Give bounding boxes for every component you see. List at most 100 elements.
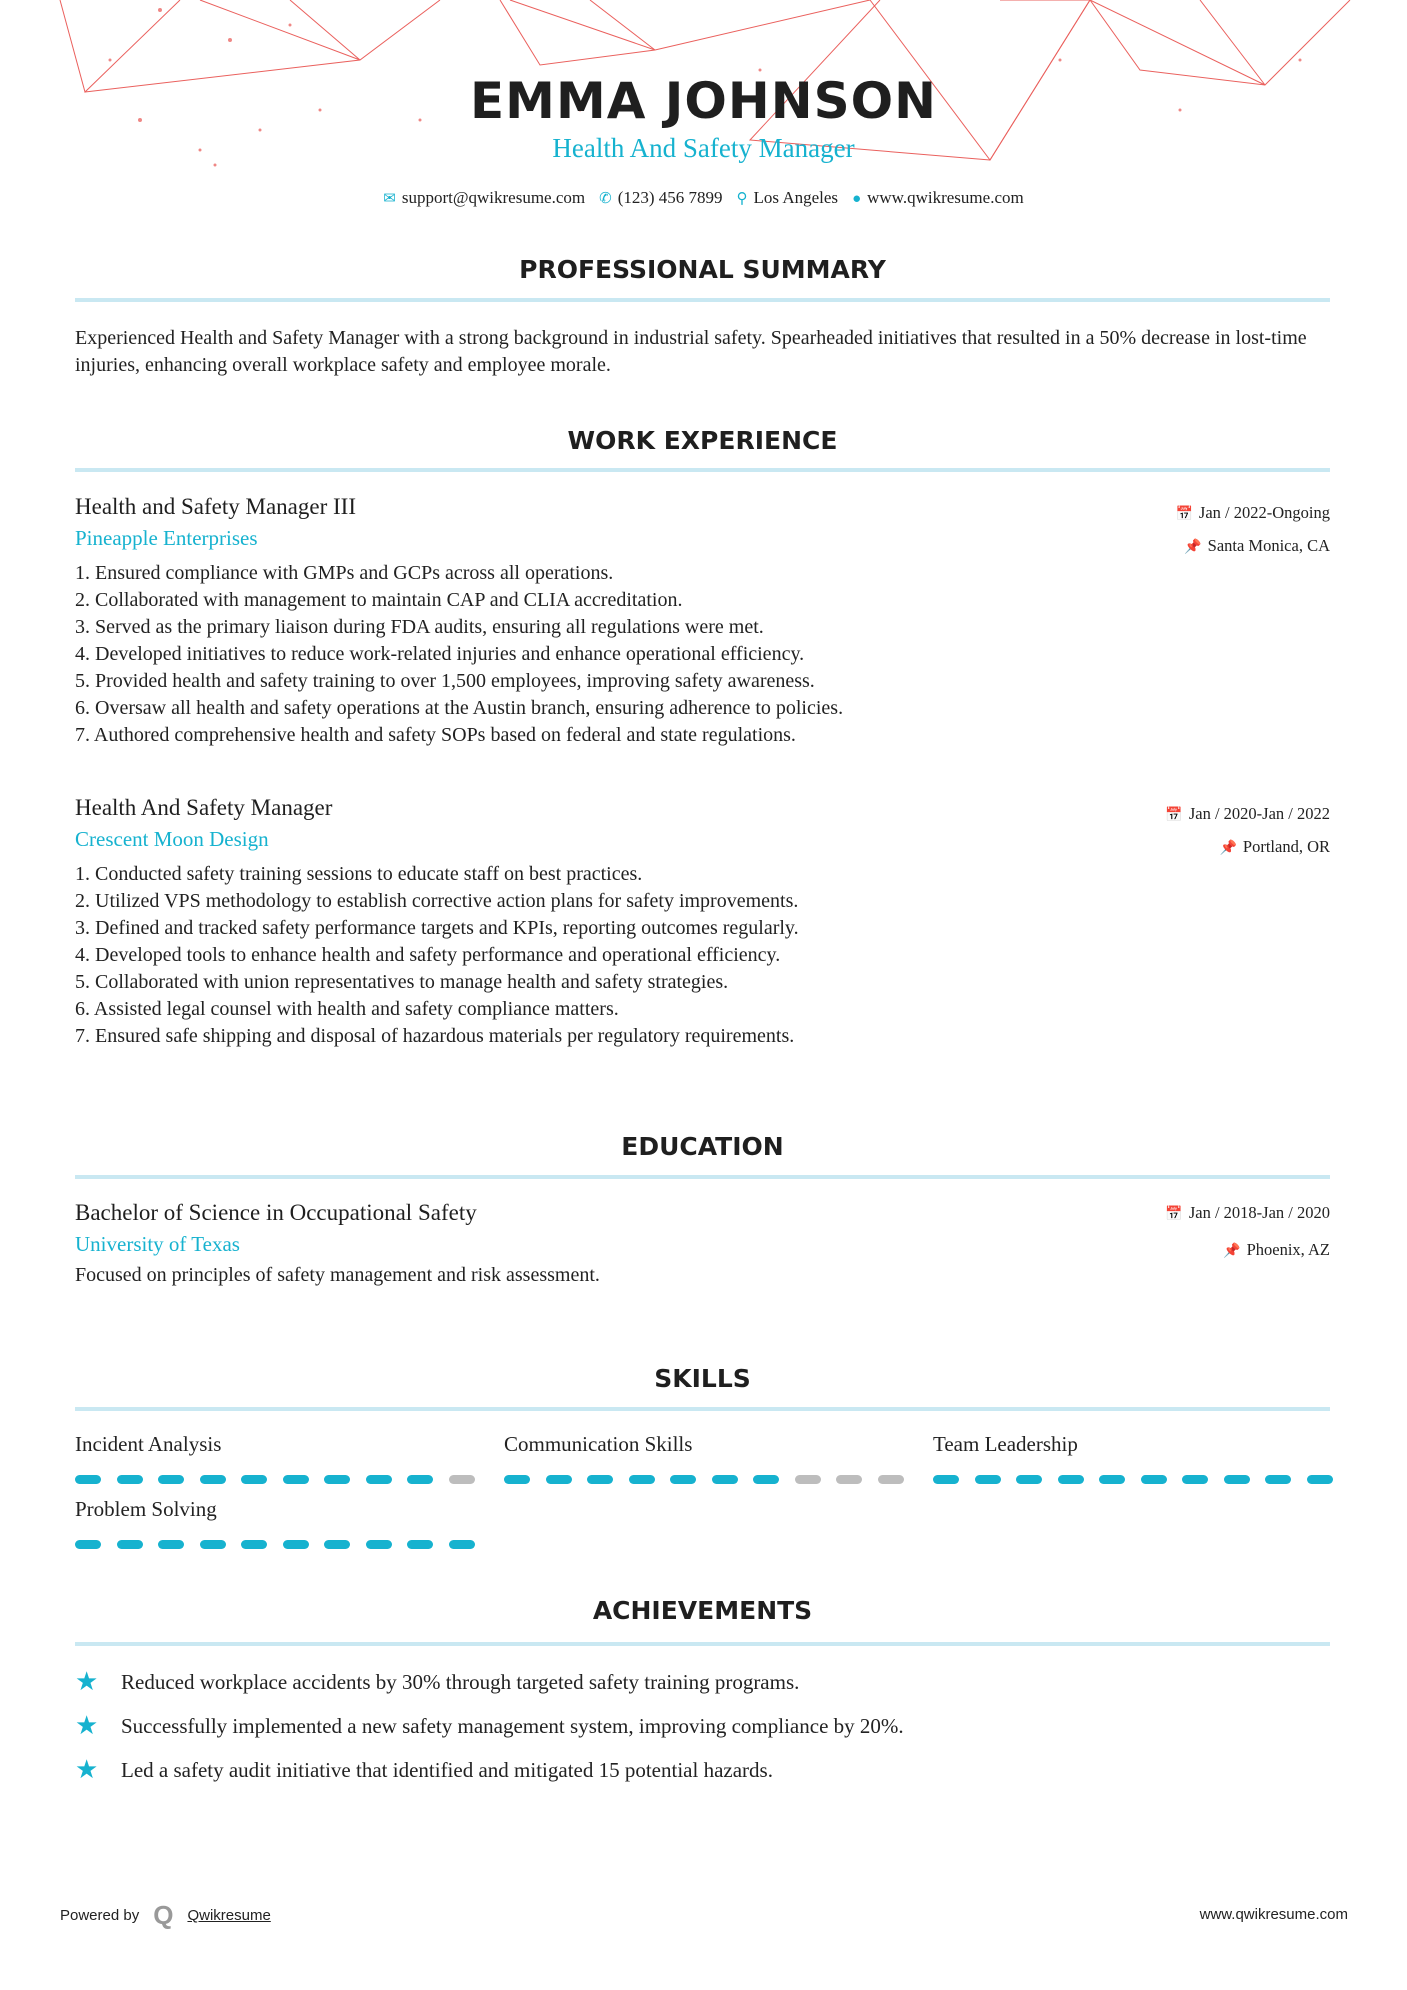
star-icon: ★ (75, 1667, 99, 1696)
skill-dot-filled (545, 1475, 572, 1484)
skill-name: Problem Solving (75, 1497, 217, 1521)
skill-dot-filled (75, 1475, 101, 1484)
skill-incident-analysis: Incident Analysis (75, 1432, 475, 1484)
job-bullets: 1. Ensured compliance with GMPs and GCPs… (75, 560, 1330, 749)
skill-dot-filled (753, 1475, 780, 1484)
list-item: 1. Ensured compliance with GMPs and GCPs… (75, 562, 614, 584)
divider (75, 1642, 1330, 1646)
divider (75, 468, 1330, 472)
achievement-item: ★ Led a safety audit initiative that iden… (75, 1755, 773, 1784)
contact-phone[interactable]: ✆ (123) 456 7899 (599, 188, 723, 207)
skill-dot-filled (116, 1540, 143, 1549)
calendar-icon: 📅 (1165, 1207, 1183, 1222)
contact-website[interactable]: ● www.qwikresume.com (852, 188, 1024, 207)
list-item: 1. Conducted safety training sessions to… (75, 863, 643, 885)
calendar-icon: 📅 (1175, 507, 1193, 522)
skill-dot-empty (836, 1475, 863, 1484)
job-title: Health And Safety Manager (75, 795, 333, 820)
list-item: 5. Provided health and safety training t… (75, 670, 815, 692)
skill-dot-filled (199, 1540, 226, 1549)
summary-text: Experienced Health and Safety Manager wi… (75, 327, 1307, 376)
footer-url[interactable]: www.qwikresume.com (1199, 1906, 1348, 1923)
skill-dot-filled (504, 1475, 530, 1484)
location-icon: ⚲ (736, 191, 748, 207)
pin-icon: 📌 (1184, 540, 1202, 555)
skill-dot-filled (407, 1540, 434, 1549)
skill-problem-solving: Problem Solving (75, 1497, 475, 1549)
list-item: 6. Oversaw all health and safety operati… (75, 697, 844, 719)
skill-dot-filled (1057, 1475, 1084, 1484)
skill-dot-filled (587, 1475, 614, 1484)
skill-dot-filled (75, 1540, 101, 1549)
skill-dot-filled (670, 1475, 697, 1484)
skill-rating (75, 1540, 475, 1549)
calendar-icon: 📅 (1165, 808, 1183, 823)
skill-dot-filled (933, 1475, 959, 1484)
education-heading: EDUCATION (621, 1132, 784, 1161)
divider (75, 298, 1330, 302)
qwikresume-link[interactable]: Qwikresume (187, 1907, 271, 1924)
qwikresume-logo-icon: Q (153, 1900, 174, 1930)
skill-name: Team Leadership (933, 1432, 1078, 1456)
skill-dot-filled (628, 1475, 655, 1484)
divider (75, 1175, 1330, 1179)
list-item: 7. Authored comprehensive health and saf… (75, 724, 796, 746)
summary-heading: PROFESSIONAL SUMMARY (519, 255, 886, 284)
company-name: Crescent Moon Design (75, 827, 269, 851)
list-item: 2. Collaborated with management to maint… (75, 589, 683, 611)
education-date: 📅 Jan / 2018-Jan / 2020 (1165, 1203, 1330, 1222)
achievement-item: ★ Reduced workplace accidents by 30% thro… (75, 1667, 800, 1696)
education-location: 📌 Phoenix, AZ (1223, 1240, 1330, 1259)
skill-dot-filled (158, 1540, 185, 1549)
skill-dot-filled (324, 1540, 351, 1549)
job-bullets: 1. Conducted safety training sessions to… (75, 861, 1330, 1050)
powered-by-label: Powered by (60, 1907, 140, 1924)
contact-location: ⚲ Los Angeles (736, 188, 839, 207)
skill-team-leadership: Team Leadership (933, 1432, 1333, 1484)
pin-icon: 📌 (1219, 841, 1237, 856)
list-item: 6. Assisted legal counsel with health an… (75, 998, 619, 1020)
job-location: 📌 Santa Monica, CA (1184, 536, 1330, 555)
skill-dot-filled (199, 1475, 226, 1484)
job-entry: Health and Safety Manager III Pineapple … (75, 494, 1330, 749)
skill-dot-filled (158, 1475, 185, 1484)
list-item: 7. Ensured safe shipping and disposal of… (75, 1025, 795, 1047)
job-date: 📅 Jan / 2022-Ongoing (1175, 503, 1330, 522)
skill-dot-filled (974, 1475, 1001, 1484)
list-item: 3. Served as the primary liaison during … (75, 616, 764, 638)
contact-email[interactable]: ✉ support@qwikresume.com (383, 188, 586, 207)
school-name: University of Texas (75, 1232, 240, 1256)
pin-icon: 📌 (1223, 1244, 1241, 1259)
degree: Bachelor of Science in Occupational Safe… (75, 1200, 477, 1225)
job-location: 📌 Portland, OR (1219, 837, 1330, 856)
skill-dot-filled (448, 1540, 475, 1549)
star-icon: ★ (75, 1755, 99, 1784)
skill-dot-filled (365, 1540, 392, 1549)
skill-dot-filled (1223, 1475, 1250, 1484)
footer-brand: Powered by Q Qwikresume (60, 1900, 271, 1931)
skill-rating (504, 1475, 904, 1484)
job-date: 📅 Jan / 2020-Jan / 2022 (1165, 804, 1330, 823)
skill-dot-filled (324, 1475, 351, 1484)
skill-dot-filled (711, 1475, 738, 1484)
skill-dot-filled (241, 1540, 268, 1549)
contact-bar: ✉ support@qwikresume.com ✆ (123) 456 7899 … (0, 188, 1407, 208)
skill-dot-filled (1306, 1475, 1333, 1484)
skill-rating (933, 1475, 1333, 1484)
header-decoration (59, 0, 1351, 167)
list-item: 3. Defined and tracked safety performanc… (75, 917, 799, 939)
candidate-title: Health And Safety Manager (552, 133, 855, 163)
skill-communication: Communication Skills (504, 1432, 904, 1484)
skill-dot-filled (1099, 1475, 1126, 1484)
skill-dot-empty (448, 1475, 475, 1484)
phone-icon: ✆ (599, 191, 612, 207)
skill-dot-filled (282, 1475, 309, 1484)
skill-name: Incident Analysis (75, 1432, 222, 1456)
list-item: 4. Developed initiatives to reduce work-… (75, 643, 805, 665)
skill-dot-filled (407, 1475, 434, 1484)
list-item: 5. Collaborated with union representativ… (75, 971, 729, 993)
skill-dot-filled (1182, 1475, 1209, 1484)
achievements-heading: ACHIEVEMENTS (592, 1596, 813, 1625)
skill-dot-empty (877, 1475, 904, 1484)
divider (75, 1407, 1330, 1411)
